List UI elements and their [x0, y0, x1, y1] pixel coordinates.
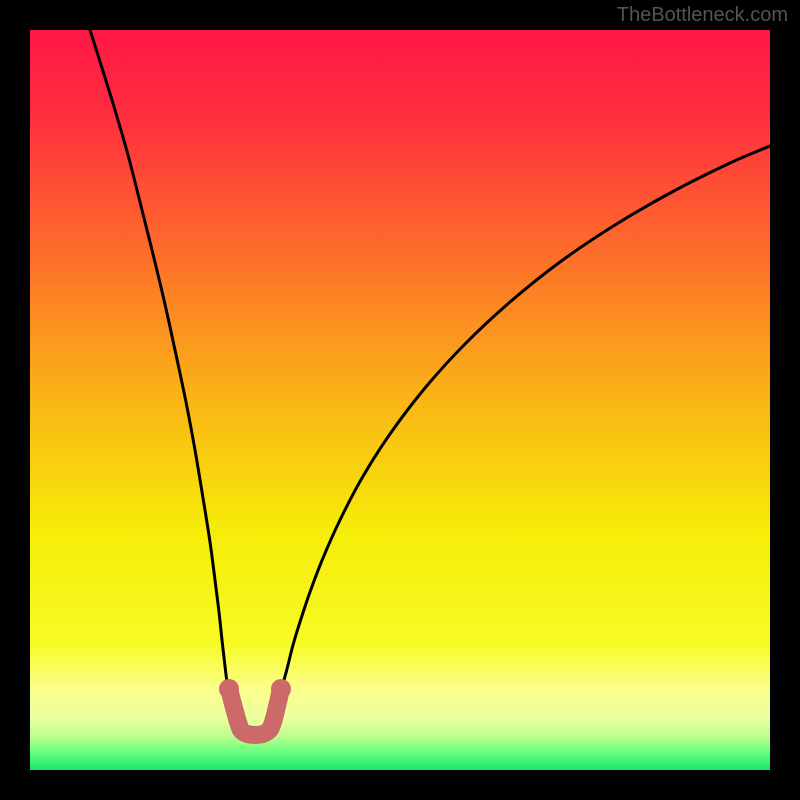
chart-plot-area — [30, 30, 770, 770]
watermark-text: TheBottleneck.com — [617, 4, 788, 27]
chart-container: TheBottleneck.com — [0, 0, 800, 800]
